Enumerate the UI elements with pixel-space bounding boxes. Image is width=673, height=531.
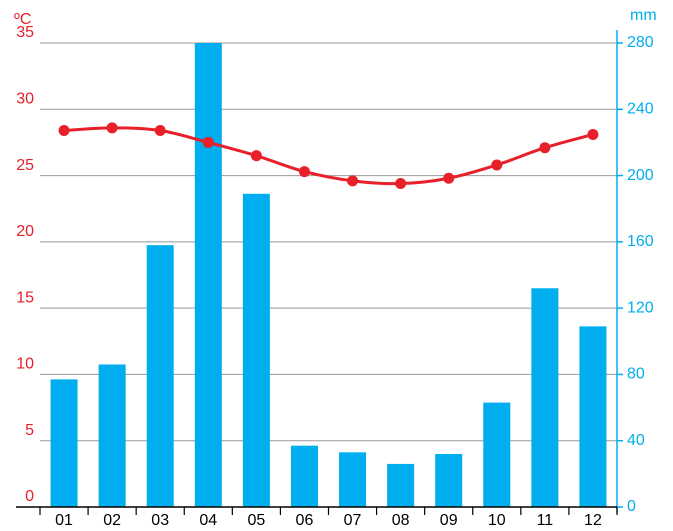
x-tick-label: 09 [440,512,458,526]
y2-tick-label: 0 [627,498,636,515]
bar [194,43,222,507]
x-tick-label: 02 [103,512,121,526]
line-point [443,172,455,184]
y2-tick-label: 160 [627,233,654,250]
y-tick-label: 15 [16,289,34,306]
line-point [298,166,310,178]
y2-tick-label: 240 [627,101,654,118]
bar [98,364,126,507]
bar [531,288,559,507]
line-point [491,159,503,171]
line-point [58,124,70,136]
bar [50,379,78,507]
x-tick-label: 01 [55,512,73,526]
y-tick-label: 25 [16,157,34,174]
line-point [250,150,262,162]
y-tick-label: 0 [25,488,34,505]
y-tick-label: 20 [16,223,34,240]
y-axis-label: ºC [14,11,31,28]
line-point [539,142,551,154]
y2-tick-label: 120 [627,299,654,316]
y-tick-label: 5 [25,422,34,439]
y2-tick-label: 40 [627,432,645,449]
line-point [202,136,214,148]
line-point [347,175,359,187]
bar [483,402,511,507]
x-tick-label: 10 [488,512,506,526]
x-tick-label: 04 [199,512,217,526]
y-tick-label: 10 [16,356,34,373]
line-point [106,122,118,134]
bar [290,445,318,507]
x-tick-label: 06 [296,512,314,526]
bar [146,245,174,507]
y-tick-label: 30 [16,91,34,108]
y2-tick-label: 280 [627,34,654,51]
bar [387,463,415,507]
line-point [395,178,407,190]
x-tick-label: 03 [151,512,169,526]
y2-tick-label: 200 [627,167,654,184]
line-point [154,124,166,136]
y-tick-label: 35 [16,24,34,41]
bar [339,452,367,507]
x-tick-label: 08 [392,512,410,526]
x-tick-label: 07 [344,512,362,526]
bar [579,326,607,507]
x-tick-label: 05 [247,512,265,526]
x-tick-label: 12 [584,512,602,526]
x-tick-label: 11 [537,512,554,526]
bar [242,193,270,508]
bar [435,453,463,507]
line-point [587,128,599,140]
y2-axis-label: mm [630,7,657,24]
y2-tick-label: 80 [627,366,645,383]
